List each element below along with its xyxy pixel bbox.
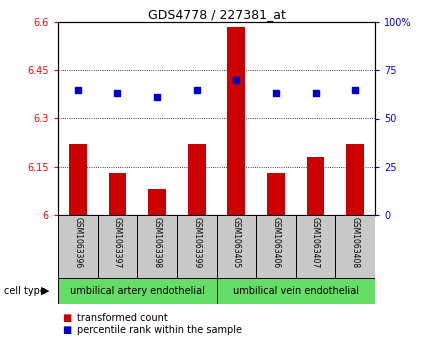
Text: ■: ■ bbox=[62, 325, 71, 335]
Text: GSM1063399: GSM1063399 bbox=[192, 217, 201, 268]
Bar bbox=[69, 144, 87, 215]
Bar bbox=[108, 173, 126, 215]
Bar bbox=[267, 173, 285, 215]
Bar bbox=[227, 27, 245, 215]
Bar bbox=[188, 144, 206, 215]
Point bbox=[233, 77, 240, 83]
Text: GSM1063397: GSM1063397 bbox=[113, 217, 122, 268]
Point bbox=[272, 90, 279, 96]
Bar bbox=[296, 215, 335, 278]
Text: GSM1063396: GSM1063396 bbox=[73, 217, 82, 268]
Bar bbox=[148, 189, 166, 215]
Title: GDS4778 / 227381_at: GDS4778 / 227381_at bbox=[147, 8, 286, 21]
Text: umbilical artery endothelial: umbilical artery endothelial bbox=[70, 286, 205, 296]
Point bbox=[154, 94, 161, 100]
Text: cell type: cell type bbox=[4, 286, 46, 296]
Point bbox=[193, 87, 200, 93]
Bar bbox=[335, 215, 375, 278]
Text: GSM1063408: GSM1063408 bbox=[351, 217, 360, 268]
Bar bbox=[216, 278, 375, 304]
Text: GSM1063398: GSM1063398 bbox=[153, 217, 162, 268]
Text: GSM1063407: GSM1063407 bbox=[311, 217, 320, 268]
Point bbox=[74, 87, 81, 93]
Point bbox=[312, 90, 319, 96]
Bar bbox=[137, 215, 177, 278]
Bar bbox=[346, 144, 364, 215]
Bar bbox=[216, 215, 256, 278]
Bar bbox=[58, 215, 98, 278]
Point bbox=[114, 90, 121, 96]
Text: umbilical vein endothelial: umbilical vein endothelial bbox=[233, 286, 359, 296]
Text: GSM1063405: GSM1063405 bbox=[232, 217, 241, 268]
Text: GSM1063406: GSM1063406 bbox=[272, 217, 280, 268]
Text: transformed count: transformed count bbox=[77, 313, 168, 323]
Text: ▶: ▶ bbox=[41, 286, 49, 296]
Bar bbox=[58, 278, 216, 304]
Text: ■: ■ bbox=[62, 313, 71, 323]
Bar bbox=[98, 215, 137, 278]
Text: percentile rank within the sample: percentile rank within the sample bbox=[77, 325, 242, 335]
Bar bbox=[177, 215, 216, 278]
Bar bbox=[307, 157, 324, 215]
Bar bbox=[256, 215, 296, 278]
Point bbox=[352, 87, 359, 93]
